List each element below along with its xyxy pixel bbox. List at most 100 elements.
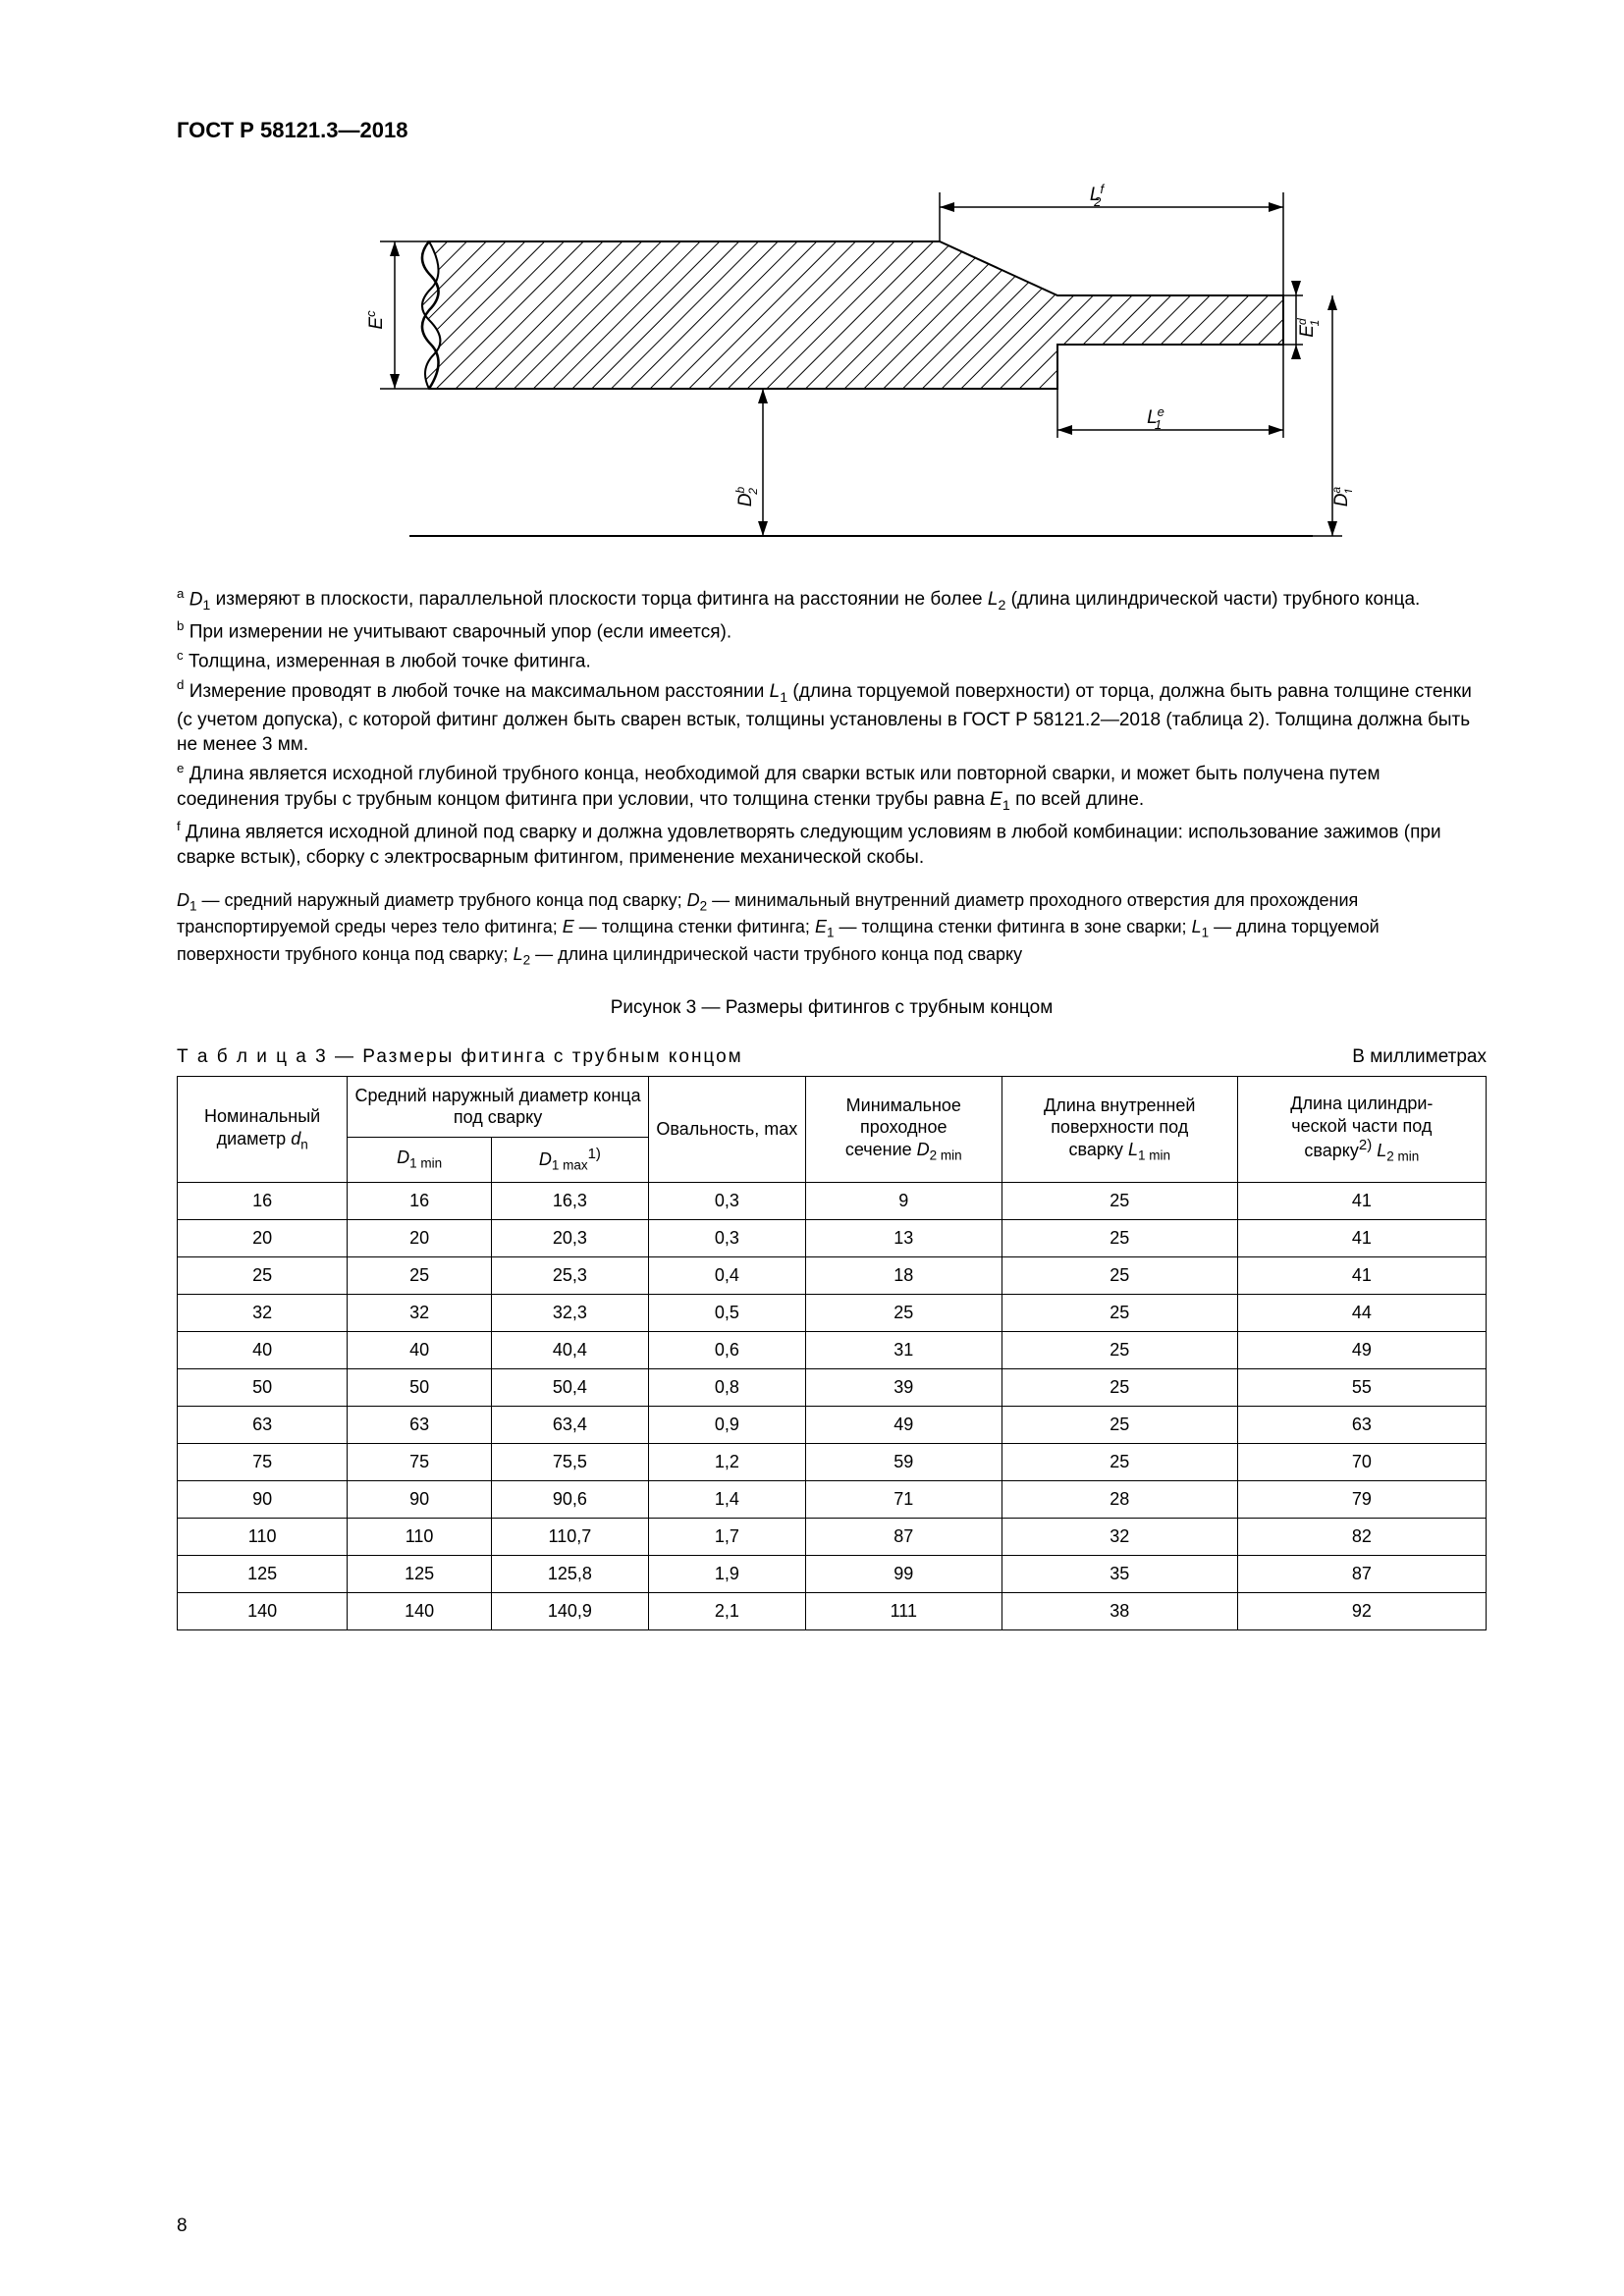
th-d1-group: Средний наружный диаметр конца под сварк… — [348, 1076, 649, 1137]
table-cell: 25 — [1001, 1332, 1237, 1369]
table-cell: 0,9 — [648, 1407, 805, 1444]
th-dn: Номинальныйдиаметр dn — [178, 1076, 348, 1182]
figure-caption: Рисунок 3 — Размеры фитингов с трубным к… — [177, 997, 1487, 1019]
table-cell: 32 — [348, 1295, 492, 1332]
note-f: Длина является исходной длиной под сварк… — [177, 822, 1441, 868]
table-row: 110110110,71,7873282 — [178, 1519, 1487, 1556]
table-cell: 125 — [348, 1556, 492, 1593]
table-cell: 0,8 — [648, 1369, 805, 1407]
table-cell: 90 — [178, 1481, 348, 1519]
table-cell: 18 — [805, 1257, 1001, 1295]
note-d: Измерение проводят в любой точке на макс… — [177, 681, 1472, 756]
table-cell: 75,5 — [491, 1444, 648, 1481]
table-cell: 25 — [1001, 1295, 1237, 1332]
table-title-left: Т а б л и ц а 3 — Размеры фитинга с труб… — [177, 1046, 743, 1068]
table-cell: 0,4 — [648, 1257, 805, 1295]
dimensions-table: Номинальныйдиаметр dn Средний наружный д… — [177, 1076, 1487, 1630]
table-cell: 50,4 — [491, 1369, 648, 1407]
table-cell: 25 — [1001, 1220, 1237, 1257]
table-row: 404040,40,6312549 — [178, 1332, 1487, 1369]
table-cell: 71 — [805, 1481, 1001, 1519]
table-cell: 1,2 — [648, 1444, 805, 1481]
table-cell: 25 — [1001, 1257, 1237, 1295]
table-cell: 40 — [178, 1332, 348, 1369]
table-cell: 40,4 — [491, 1332, 648, 1369]
table-cell: 50 — [178, 1369, 348, 1407]
table-cell: 0,3 — [648, 1183, 805, 1220]
table-cell: 40 — [348, 1332, 492, 1369]
table-cell: 25 — [178, 1257, 348, 1295]
table-cell: 1,4 — [648, 1481, 805, 1519]
svg-text:Ed1: Ed1 — [1295, 318, 1322, 338]
table-cell: 32 — [178, 1295, 348, 1332]
table-cell: 140,9 — [491, 1593, 648, 1630]
table-row: 909090,61,4712879 — [178, 1481, 1487, 1519]
table-cell: 25,3 — [491, 1257, 648, 1295]
svg-text:Lf2: Lf2 — [1090, 183, 1106, 209]
table-row: 636363,40,9492563 — [178, 1407, 1487, 1444]
table-cell: 63 — [348, 1407, 492, 1444]
note-b: При измерении не учитывают сварочный упо… — [189, 622, 731, 643]
table-cell: 32,3 — [491, 1295, 648, 1332]
table-cell: 50 — [348, 1369, 492, 1407]
table-cell: 32 — [1001, 1519, 1237, 1556]
th-d1max: D1 max1) — [491, 1137, 648, 1182]
table-cell: 20,3 — [491, 1220, 648, 1257]
table-cell: 140 — [348, 1593, 492, 1630]
th-oval: Овальность, max — [648, 1076, 805, 1182]
table-cell: 59 — [805, 1444, 1001, 1481]
note-a: измеряют в плоскости, параллельной плоск… — [216, 589, 1421, 610]
table-cell: 41 — [1237, 1220, 1486, 1257]
table-row: 757575,51,2592570 — [178, 1444, 1487, 1481]
table-cell: 49 — [805, 1407, 1001, 1444]
table-cell: 90 — [348, 1481, 492, 1519]
table-cell: 25 — [348, 1257, 492, 1295]
table-cell: 82 — [1237, 1519, 1486, 1556]
table-cell: 16 — [178, 1183, 348, 1220]
svg-text:Da1: Da1 — [1329, 486, 1352, 507]
table-cell: 1,9 — [648, 1556, 805, 1593]
table-cell: 25 — [1001, 1407, 1237, 1444]
table-cell: 75 — [178, 1444, 348, 1481]
table-cell: 41 — [1237, 1257, 1486, 1295]
th-l2: Длина цилиндри-ческой части подсварку2) … — [1237, 1076, 1486, 1182]
table-cell: 63 — [178, 1407, 348, 1444]
table-cell: 39 — [805, 1369, 1001, 1407]
table-cell: 25 — [805, 1295, 1001, 1332]
table-cell: 110 — [348, 1519, 492, 1556]
table-cell: 16,3 — [491, 1183, 648, 1220]
table-cell: 125 — [178, 1556, 348, 1593]
table-cell: 49 — [1237, 1332, 1486, 1369]
table-cell: 0,6 — [648, 1332, 805, 1369]
table-body: 161616,30,392541202020,30,3132541252525,… — [178, 1183, 1487, 1630]
svg-text:Ec: Ec — [363, 310, 387, 330]
table-cell: 2,1 — [648, 1593, 805, 1630]
table-cell: 25 — [1001, 1183, 1237, 1220]
svg-text:Le1: Le1 — [1147, 404, 1164, 432]
table-cell: 20 — [348, 1220, 492, 1257]
table-cell: 31 — [805, 1332, 1001, 1369]
table-row: 505050,40,8392555 — [178, 1369, 1487, 1407]
table-cell: 13 — [805, 1220, 1001, 1257]
table-row: 202020,30,3132541 — [178, 1220, 1487, 1257]
table-cell: 125,8 — [491, 1556, 648, 1593]
th-l1: Длина внутреннейповерхности подсварку L1… — [1001, 1076, 1237, 1182]
fitting-diagram: Lf2 Le1 Ec Ed1 Db2 — [311, 183, 1352, 556]
note-e: Длина является исходной глубиной трубног… — [177, 764, 1380, 810]
table-cell: 99 — [805, 1556, 1001, 1593]
table-cell: 140 — [178, 1593, 348, 1630]
table-cell: 25 — [1001, 1369, 1237, 1407]
diagram-wrap: Lf2 Le1 Ec Ed1 Db2 — [177, 183, 1487, 556]
footnotes: a D1 измеряют в плоскости, параллельной … — [177, 585, 1487, 871]
table-cell: 38 — [1001, 1593, 1237, 1630]
table-cell: 35 — [1001, 1556, 1237, 1593]
table-row: 323232,30,5252544 — [178, 1295, 1487, 1332]
table-cell: 63 — [1237, 1407, 1486, 1444]
table-cell: 87 — [1237, 1556, 1486, 1593]
page: ГОСТ Р 58121.3—2018 Lf2 — [0, 0, 1624, 2296]
page-number: 8 — [177, 2216, 188, 2237]
note-c: Толщина, измеренная в любой точке фитинг… — [189, 652, 591, 672]
table-cell: 25 — [1001, 1444, 1237, 1481]
table-cell: 111 — [805, 1593, 1001, 1630]
table-cell: 75 — [348, 1444, 492, 1481]
